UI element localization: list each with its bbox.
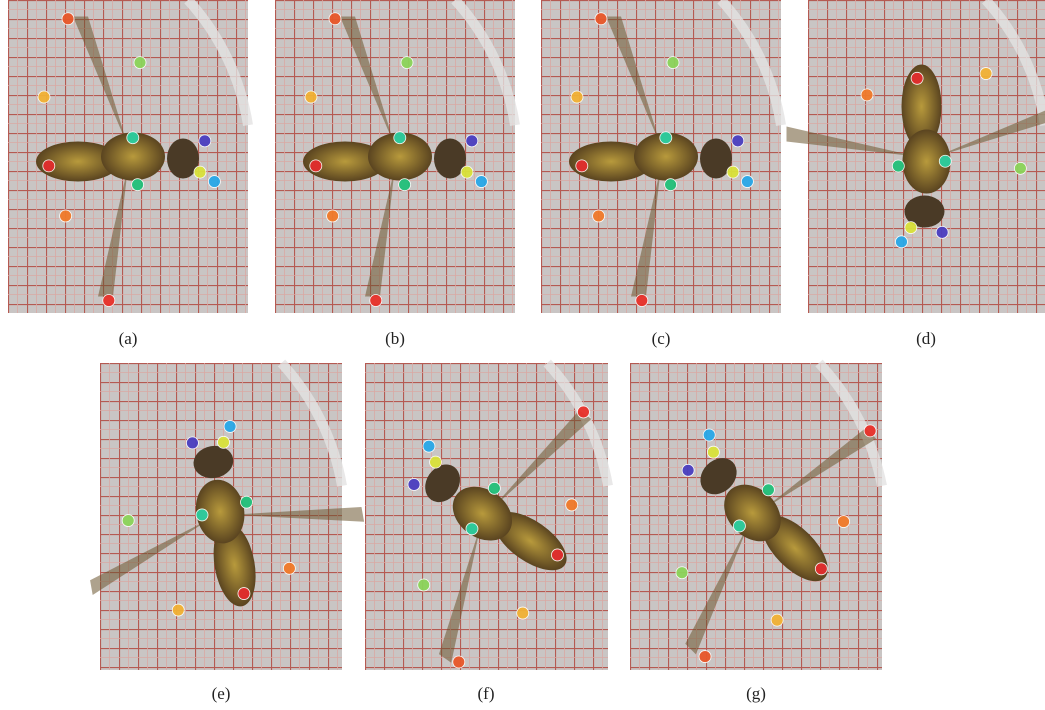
keypoint	[707, 446, 719, 458]
keypoint	[394, 132, 406, 144]
keypoint	[329, 13, 341, 25]
keypoint	[815, 563, 827, 575]
keypoint	[911, 72, 923, 84]
keypoint	[310, 160, 322, 172]
panel	[607, 363, 920, 681]
keypoint	[401, 57, 413, 69]
keypoint	[38, 91, 50, 103]
keypoint	[861, 89, 873, 101]
panel	[71, 363, 375, 670]
panel-label: (b)	[385, 329, 405, 348]
keypoint	[699, 651, 711, 663]
keypoint	[132, 179, 144, 191]
keypoint	[682, 464, 694, 476]
keypoint	[665, 179, 677, 191]
panel-label: (d)	[916, 329, 936, 348]
keypoint	[238, 588, 250, 600]
keypoint	[864, 425, 876, 437]
keypoint	[218, 436, 230, 448]
keypoint	[224, 420, 236, 432]
panel	[787, 0, 1045, 313]
keypoint	[892, 160, 904, 172]
keypoint	[905, 222, 917, 234]
keypoint	[732, 135, 744, 147]
keypoint	[283, 562, 295, 574]
panel	[8, 0, 248, 313]
keypoint	[196, 509, 208, 521]
keypoint	[576, 160, 588, 172]
keypoint	[838, 516, 850, 528]
keypoint	[488, 482, 500, 494]
keypoint	[122, 515, 134, 527]
panel	[541, 0, 781, 313]
keypoint	[517, 607, 529, 619]
keypoint	[62, 13, 74, 25]
panel-label: (g)	[746, 684, 766, 703]
figure: (a) (b) (c) (d) (e) (f) (g)	[0, 0, 1045, 710]
keypoint	[208, 176, 220, 188]
keypoint	[399, 179, 411, 191]
keypoint	[571, 91, 583, 103]
keypoint	[895, 236, 907, 248]
keypoint	[60, 210, 72, 222]
keypoint	[423, 440, 435, 452]
keypoint	[475, 176, 487, 188]
keypoint	[676, 567, 688, 579]
keypoint	[461, 166, 473, 178]
keypoint	[551, 549, 563, 561]
keypoint	[593, 210, 605, 222]
keypoint	[418, 579, 430, 591]
keypoint	[727, 166, 739, 178]
keypoint	[936, 226, 948, 238]
keypoint	[595, 13, 607, 25]
keypoint	[703, 429, 715, 441]
keypoint	[103, 294, 115, 306]
keypoint	[660, 132, 672, 144]
keypoint	[566, 499, 578, 511]
keypoint	[127, 132, 139, 144]
panel	[348, 361, 642, 684]
keypoint	[741, 176, 753, 188]
panel-label: (a)	[119, 329, 138, 348]
keypoint	[305, 91, 317, 103]
keypoint	[733, 520, 745, 532]
keypoint	[939, 155, 951, 167]
keypoint	[762, 484, 774, 496]
panel	[275, 0, 515, 313]
keypoint	[453, 656, 465, 668]
keypoint	[327, 210, 339, 222]
keypoint	[1014, 162, 1026, 174]
keypoint	[172, 604, 184, 616]
panel-label: (c)	[652, 329, 671, 348]
keypoint	[194, 166, 206, 178]
keypoint	[370, 294, 382, 306]
keypoint	[980, 68, 992, 80]
keypoint	[134, 57, 146, 69]
keypoint	[241, 496, 253, 508]
keypoint	[199, 135, 211, 147]
panel-label: (f)	[478, 684, 495, 703]
keypoint	[408, 478, 420, 490]
panels	[8, 0, 1045, 684]
keypoint	[466, 523, 478, 535]
keypoint	[186, 437, 198, 449]
panel-label: (e)	[212, 684, 231, 703]
keypoint	[577, 406, 589, 418]
keypoint	[430, 456, 442, 468]
keypoint	[636, 294, 648, 306]
keypoint	[43, 160, 55, 172]
keypoint	[771, 614, 783, 626]
keypoint	[667, 57, 679, 69]
keypoint	[466, 135, 478, 147]
